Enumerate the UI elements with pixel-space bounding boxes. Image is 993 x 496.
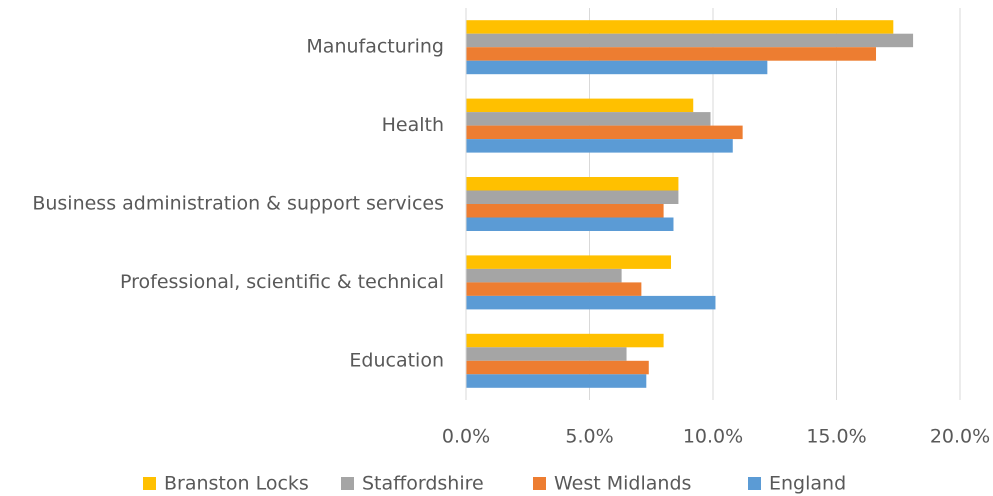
bar bbox=[466, 20, 894, 34]
y-tick-label: Manufacturing bbox=[306, 36, 444, 58]
bar bbox=[466, 217, 674, 231]
x-tick-label: 10.0% bbox=[683, 426, 743, 448]
bar bbox=[466, 333, 664, 348]
x-tick-label: 5.0% bbox=[565, 426, 613, 448]
bar bbox=[466, 177, 679, 191]
bar bbox=[466, 33, 914, 48]
bar bbox=[466, 282, 642, 296]
bar bbox=[466, 360, 649, 375]
legend-swatch bbox=[533, 477, 546, 490]
bar bbox=[466, 98, 694, 113]
bar bbox=[466, 125, 743, 140]
legend-label: Branston Locks bbox=[164, 473, 309, 495]
bar bbox=[466, 347, 627, 361]
legend-swatch bbox=[143, 477, 156, 490]
y-tick-label: Professional, scientific & technical bbox=[120, 271, 444, 293]
legend-label: West Midlands bbox=[554, 473, 691, 495]
bar bbox=[466, 255, 672, 269]
bar bbox=[466, 190, 679, 204]
bar bbox=[466, 47, 877, 61]
bar bbox=[466, 295, 716, 310]
x-tick-label: 15.0% bbox=[806, 426, 866, 448]
legend-swatch bbox=[748, 477, 761, 490]
bar bbox=[466, 374, 647, 388]
y-tick-label: Business administration & support servic… bbox=[32, 193, 444, 215]
bar bbox=[466, 112, 711, 126]
bar bbox=[466, 60, 768, 75]
y-tick-label: Health bbox=[382, 114, 444, 136]
x-tick-label: 20.0% bbox=[930, 426, 990, 448]
bar bbox=[466, 204, 664, 218]
legend-label: England bbox=[769, 473, 846, 495]
y-tick-label: Education bbox=[349, 349, 444, 371]
bar bbox=[466, 268, 622, 283]
bar bbox=[466, 139, 733, 153]
x-tick-label: 0.0% bbox=[442, 426, 490, 448]
legend-label: Staffordshire bbox=[362, 473, 484, 495]
legend-swatch bbox=[341, 477, 354, 490]
